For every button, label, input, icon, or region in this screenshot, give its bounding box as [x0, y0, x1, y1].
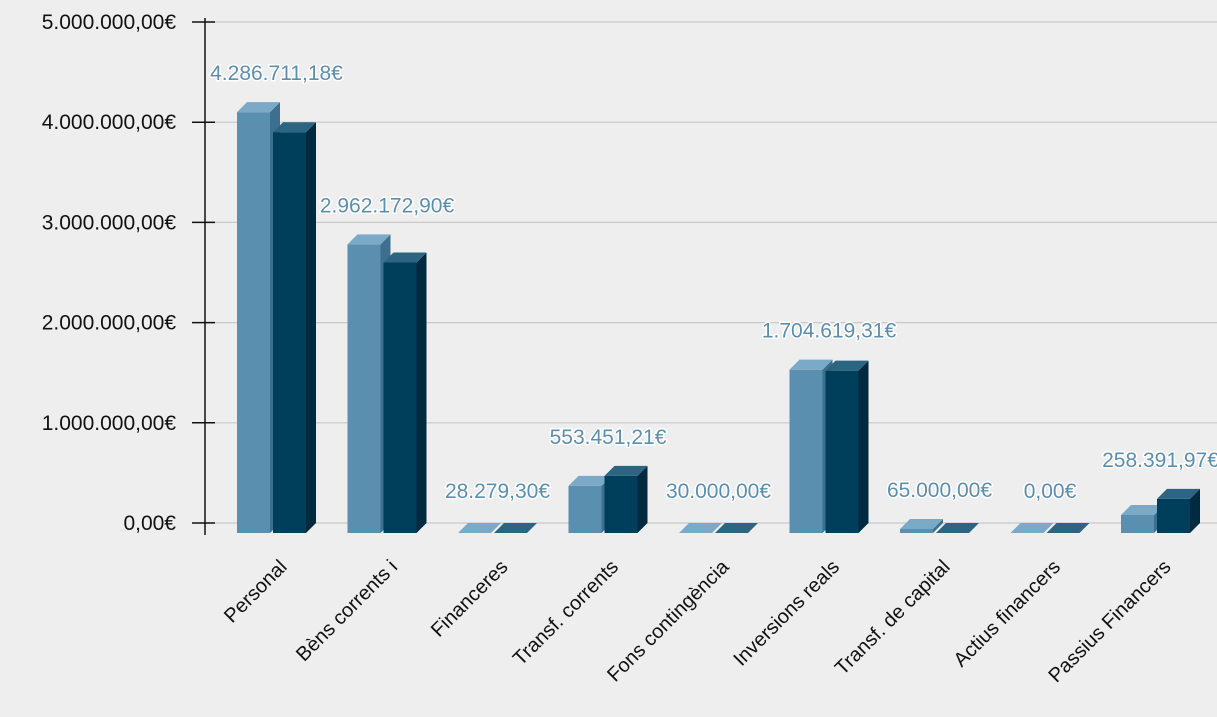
bar-top: [679, 523, 722, 533]
bar-front: [900, 528, 933, 533]
x-tick-label: Inversions reals: [729, 556, 844, 671]
bar-front: [237, 112, 270, 533]
x-tick-label: Financeres: [427, 556, 513, 642]
x-tick-label: Transf. corrents: [509, 556, 623, 670]
bar-top: [825, 360, 869, 371]
data-label: 28.279,30€: [445, 480, 550, 503]
bar-top: [715, 523, 758, 533]
bar-top: [1157, 488, 1200, 499]
y-tick-label: 2.000.000,00€: [42, 312, 177, 335]
x-tick-label: Personal: [220, 556, 291, 627]
bar-front: [789, 369, 823, 533]
data-label: 2.962.172,90€: [320, 194, 455, 217]
bar-front: [604, 475, 638, 533]
bar-top: [789, 359, 833, 370]
y-tick-label: 0,00€: [123, 512, 176, 535]
bar-side: [933, 518, 943, 533]
bar-top: [1046, 523, 1090, 533]
bar-top: [604, 465, 648, 476]
bar-front: [825, 370, 859, 533]
bar-front: [1121, 514, 1154, 533]
y-tick-label: 3.000.000,00€: [42, 211, 177, 234]
bar-side: [858, 360, 869, 533]
bar-top: [458, 523, 501, 533]
y-tick-label: 1.000.000,00€: [42, 412, 177, 435]
bar-side: [306, 122, 316, 533]
data-label: 30.000,00€: [666, 480, 771, 503]
bar-top: [936, 523, 979, 533]
bar-front: [273, 132, 306, 533]
bar-front: [568, 485, 602, 533]
data-label: 0,00€: [1024, 480, 1077, 503]
bar-side: [1190, 488, 1200, 533]
bar-top: [900, 518, 943, 529]
bar-front: [347, 244, 381, 533]
bar-top: [1121, 504, 1164, 515]
x-tick-label: Fons contingència: [603, 555, 734, 686]
x-tick-label: Bèns corrents i: [292, 556, 402, 666]
bar-top: [494, 523, 537, 533]
data-label: 258.391,97€: [1102, 449, 1217, 472]
y-tick-label: 4.000.000,00€: [42, 111, 177, 134]
bar-top: [273, 122, 316, 133]
data-label: 65.000,00€: [887, 479, 992, 502]
bar-top: [237, 102, 280, 113]
bar-front: [1157, 498, 1190, 533]
bar-side: [637, 465, 648, 533]
data-label: 1.704.619,31€: [762, 320, 897, 343]
bar-side: [416, 252, 427, 533]
y-tick-label: 5.000.000,00€: [42, 11, 177, 34]
data-label: 4.286.711,18€: [210, 62, 343, 85]
x-tick-label: Actius financers: [950, 556, 1065, 671]
bar-top: [1010, 523, 1054, 533]
data-label: 553.451,21€: [550, 426, 667, 449]
bar-top: [347, 234, 391, 245]
bar-front: [383, 262, 417, 533]
x-tick-label: Passius Financers: [1044, 556, 1175, 687]
bar-top: [568, 475, 612, 486]
x-tick-label: Transf. de capital: [831, 556, 955, 680]
bar-top: [383, 252, 427, 263]
